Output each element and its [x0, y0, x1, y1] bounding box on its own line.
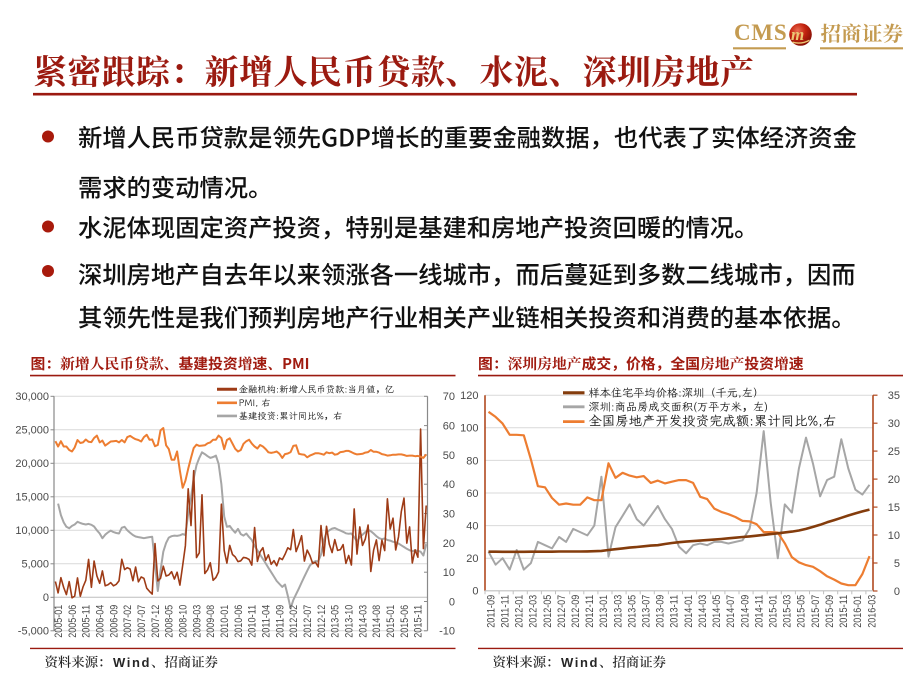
svg-text:-10: -10	[439, 626, 455, 638]
svg-text:70: 70	[443, 391, 455, 403]
svg-text:2012-01: 2012-01	[514, 595, 526, 628]
svg-text:2010-11: 2010-11	[247, 605, 259, 638]
svg-text:2014-11: 2014-11	[753, 595, 765, 628]
svg-text:2013-09: 2013-09	[655, 595, 667, 628]
svg-text:Wind: Wind	[113, 655, 151, 670]
svg-text:2015-06: 2015-06	[399, 605, 411, 638]
svg-text:2014-08: 2014-08	[371, 605, 383, 638]
svg-text:30: 30	[443, 508, 455, 520]
svg-text:2011-09: 2011-09	[485, 595, 497, 628]
svg-text:2006-04: 2006-04	[95, 605, 107, 638]
svg-text:5,000: 5,000	[21, 559, 49, 571]
svg-text:2015-05: 2015-05	[796, 595, 808, 628]
svg-text:80: 80	[466, 455, 478, 467]
svg-text:2011-04: 2011-04	[261, 605, 273, 638]
svg-text:2014-09: 2014-09	[739, 595, 751, 628]
svg-text:2015-11: 2015-11	[413, 605, 425, 638]
svg-text:2012-09: 2012-09	[570, 595, 582, 628]
svg-text:60: 60	[466, 488, 478, 500]
svg-text:0: 0	[43, 592, 49, 604]
svg-text:20: 20	[466, 553, 478, 565]
svg-text:2016-03: 2016-03	[866, 595, 878, 628]
svg-text:2011-09: 2011-09	[274, 605, 286, 638]
svg-text:2015-03: 2015-03	[782, 595, 794, 628]
svg-text:2012-02: 2012-02	[288, 605, 300, 638]
svg-text:40: 40	[466, 521, 478, 533]
svg-text:2015-01: 2015-01	[385, 605, 397, 638]
svg-text:60: 60	[443, 421, 455, 433]
svg-text:2013-07: 2013-07	[641, 595, 653, 628]
svg-text:2012-12: 2012-12	[316, 605, 328, 638]
svg-text:CMS: CMS	[734, 20, 788, 45]
svg-text:2012-07: 2012-07	[302, 605, 314, 638]
svg-text:2008-05: 2008-05	[164, 605, 176, 638]
svg-text:2013-10: 2013-10	[344, 605, 356, 638]
svg-text:10,000: 10,000	[15, 525, 49, 537]
svg-text:35: 35	[888, 390, 900, 402]
svg-text:2012-03: 2012-03	[528, 595, 540, 628]
svg-text:2009-03: 2009-03	[191, 605, 203, 638]
svg-text:40: 40	[443, 479, 455, 491]
svg-text:2005-06: 2005-06	[67, 605, 79, 638]
svg-text:2014-03: 2014-03	[697, 595, 709, 628]
svg-text:50: 50	[443, 450, 455, 462]
svg-text:2007-02: 2007-02	[122, 605, 134, 638]
svg-text:2013-05: 2013-05	[626, 595, 638, 628]
svg-text:25,000: 25,000	[15, 425, 49, 437]
svg-text:2005-11: 2005-11	[81, 605, 93, 638]
svg-text:20,000: 20,000	[15, 458, 49, 470]
svg-text:2012-07: 2012-07	[556, 595, 568, 628]
svg-text:2009-08: 2009-08	[205, 605, 217, 638]
svg-text:0: 0	[894, 586, 900, 598]
svg-text:2014-03: 2014-03	[357, 605, 369, 638]
svg-text:25: 25	[888, 446, 900, 458]
svg-text:2015-09: 2015-09	[824, 595, 836, 628]
svg-text:2014-05: 2014-05	[711, 595, 723, 628]
svg-text:2014-07: 2014-07	[725, 595, 737, 628]
svg-text:m: m	[791, 25, 804, 44]
svg-text:2015-11: 2015-11	[838, 595, 850, 628]
svg-text:5: 5	[894, 558, 900, 570]
svg-text:2010-01: 2010-01	[219, 605, 231, 638]
svg-text:2013-03: 2013-03	[612, 595, 624, 628]
svg-text:20: 20	[888, 474, 900, 486]
svg-text:2006-09: 2006-09	[108, 605, 120, 638]
svg-text:10: 10	[443, 567, 455, 579]
svg-text:100: 100	[460, 423, 478, 435]
svg-text:2015-01: 2015-01	[768, 595, 780, 628]
svg-text:30: 30	[888, 418, 900, 430]
svg-text:Wind: Wind	[561, 655, 599, 670]
svg-text:2007-12: 2007-12	[150, 605, 162, 638]
svg-text:15: 15	[888, 502, 900, 514]
svg-text:2012-11: 2012-11	[584, 595, 596, 628]
svg-text:0: 0	[472, 586, 478, 598]
svg-text:30,000: 30,000	[15, 391, 49, 403]
svg-text:10: 10	[888, 530, 900, 542]
svg-text:15,000: 15,000	[15, 492, 49, 504]
svg-text:2016-01: 2016-01	[852, 595, 864, 628]
svg-text:2010-06: 2010-06	[233, 605, 245, 638]
svg-text:2008-10: 2008-10	[178, 605, 190, 638]
svg-text:2005-01: 2005-01	[53, 605, 65, 638]
svg-text:2013-01: 2013-01	[598, 595, 610, 628]
svg-text:0: 0	[449, 596, 455, 608]
svg-text:2013-11: 2013-11	[669, 595, 681, 628]
svg-text:20: 20	[443, 538, 455, 550]
svg-text:2014-01: 2014-01	[683, 595, 695, 628]
svg-text:-5,000: -5,000	[18, 626, 49, 638]
svg-text:2013-05: 2013-05	[330, 605, 342, 638]
svg-text:2007-07: 2007-07	[136, 605, 148, 638]
svg-text:2011-11: 2011-11	[499, 595, 511, 628]
svg-text:120: 120	[460, 390, 478, 402]
svg-text:2012-05: 2012-05	[542, 595, 554, 628]
svg-text:2015-07: 2015-07	[810, 595, 822, 628]
